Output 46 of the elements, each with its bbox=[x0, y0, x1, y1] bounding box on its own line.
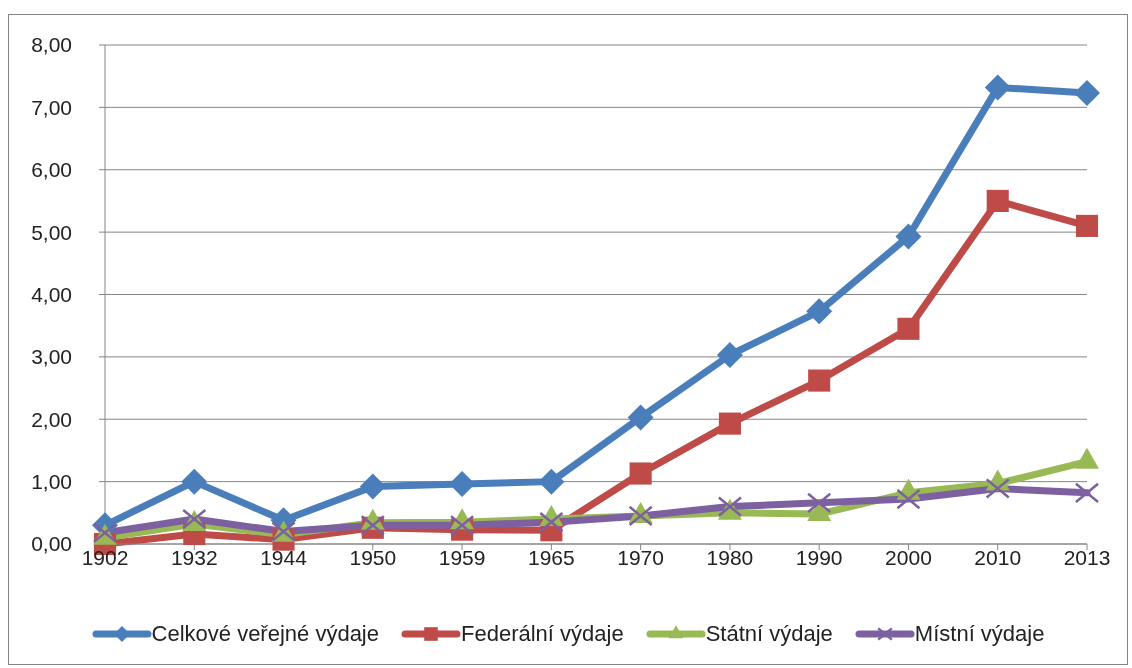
point bbox=[539, 511, 564, 533]
point bbox=[718, 412, 741, 435]
point bbox=[986, 189, 1009, 212]
point bbox=[895, 223, 922, 250]
point bbox=[808, 369, 831, 392]
legend-label: Státní výdaje bbox=[705, 621, 833, 647]
legend-label: Federální výdaje bbox=[461, 621, 624, 647]
point bbox=[984, 74, 1011, 101]
x-tick-label: 1950 bbox=[349, 545, 397, 569]
point bbox=[896, 488, 921, 510]
point bbox=[806, 298, 833, 325]
legend-label: Celkové veřejné výdaje bbox=[151, 621, 379, 647]
y-tick-label: 2,00 bbox=[31, 407, 72, 431]
x-tick-label: 1965 bbox=[528, 545, 575, 569]
y-tick-label: 8,00 bbox=[31, 33, 72, 57]
point bbox=[1074, 80, 1100, 107]
x-tick-label: 2010 bbox=[974, 545, 1022, 569]
x-tick-label: 2000 bbox=[885, 545, 932, 569]
x-tick-label: 2013 bbox=[1063, 545, 1111, 569]
x-tick-label: 1902 bbox=[81, 545, 129, 569]
y-tick-label: 0,00 bbox=[31, 532, 72, 556]
x-tick-label: 1990 bbox=[795, 545, 843, 569]
point bbox=[449, 514, 475, 536]
y-tick-label: 3,00 bbox=[31, 345, 72, 369]
point bbox=[897, 317, 920, 340]
x-tick-label: 1944 bbox=[260, 545, 308, 569]
y-tick-label: 4,00 bbox=[31, 282, 72, 306]
x-tick-label: 1980 bbox=[706, 545, 754, 569]
y-tick-label: 5,00 bbox=[31, 220, 72, 244]
point bbox=[181, 468, 208, 495]
y-tick-label: 1,00 bbox=[31, 470, 72, 494]
x-tick-label: 1932 bbox=[170, 545, 218, 569]
x-tick-label: 1959 bbox=[438, 545, 486, 569]
point bbox=[538, 468, 565, 495]
y-tick-label: 7,00 bbox=[31, 95, 72, 119]
point bbox=[1074, 482, 1100, 504]
point bbox=[1075, 214, 1099, 237]
x-tick-label: 1970 bbox=[617, 545, 664, 569]
y-tick-label: 6,00 bbox=[31, 158, 72, 182]
point bbox=[716, 342, 743, 368]
point bbox=[627, 404, 654, 431]
point bbox=[985, 478, 1011, 499]
point bbox=[629, 462, 652, 485]
point bbox=[359, 473, 386, 500]
legend-label: Místní výdaje bbox=[914, 621, 1045, 647]
point bbox=[806, 492, 832, 514]
